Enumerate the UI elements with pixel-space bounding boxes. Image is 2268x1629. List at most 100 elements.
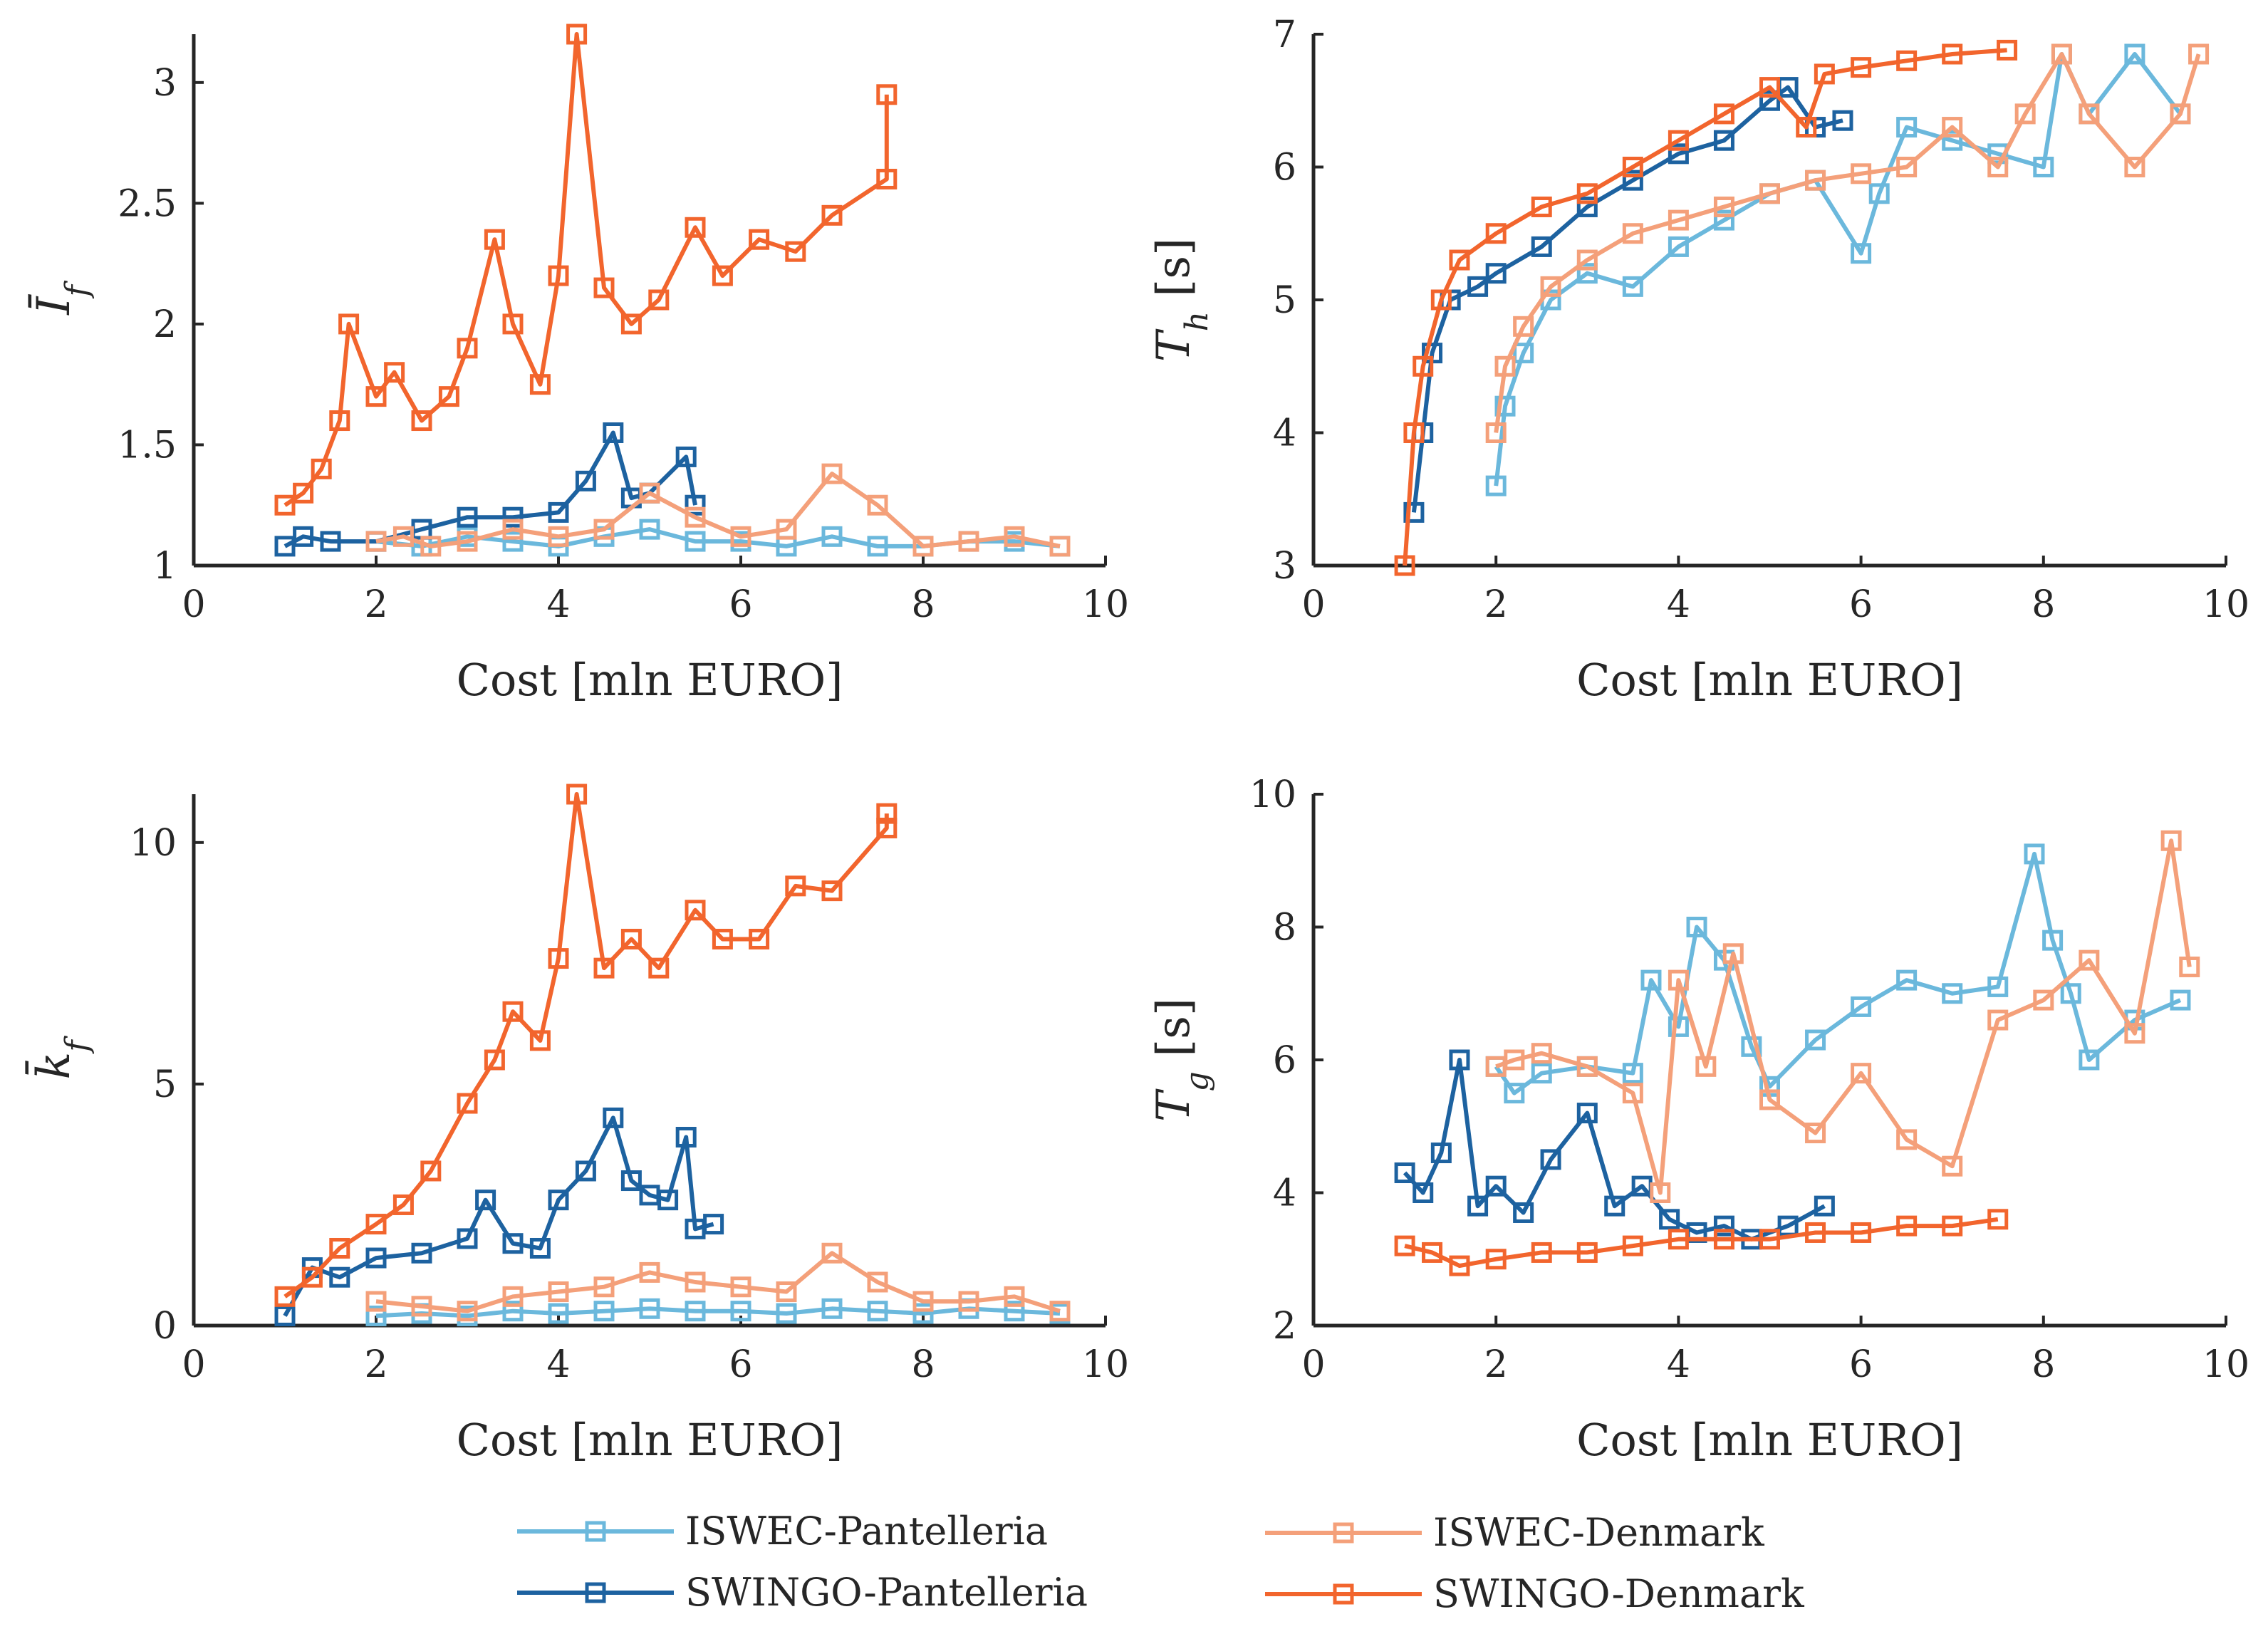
x-tick-label: 0 [1301, 583, 1325, 626]
data-point-marker [603, 422, 624, 443]
data-point-marker [912, 536, 934, 557]
x-tick-label: 8 [2032, 583, 2055, 626]
y-tick-label: 10 [1249, 774, 1296, 816]
series-line [1494, 52, 2183, 486]
data-point-marker [420, 536, 442, 557]
data-point-marker [1513, 1202, 1534, 1223]
data-point-marker [876, 817, 898, 838]
legend-marker [1333, 1583, 1354, 1605]
data-point-marker [2079, 103, 2100, 125]
data-point-marker [1413, 1182, 1434, 1203]
data-point-marker [365, 1214, 387, 1235]
series-iswec-pantelleria [365, 1298, 1071, 1326]
data-point-marker [1713, 130, 1734, 151]
data-point-marker [1759, 1229, 1780, 1250]
data-point-marker [1942, 43, 1963, 65]
data-point-marker [548, 1303, 569, 1324]
data-point-marker [1467, 1195, 1489, 1217]
data-point-marker [502, 1286, 524, 1307]
data-point-marker [876, 803, 898, 824]
data-point-marker [457, 506, 478, 528]
data-point-marker [1805, 1029, 1826, 1051]
data-point-marker [1494, 395, 1516, 417]
series-swingo-denmark [1394, 1209, 2009, 1276]
data-point-marker [1814, 63, 1835, 85]
data-point-marker [1896, 1129, 1918, 1150]
x-tick-label: 4 [1667, 583, 1690, 626]
chart-panel-1: 0 2 4 6 8 10 1 1.5 2 2.5 3 Cost [mln EURO] Īf [28, 24, 1129, 706]
legend: ISWEC-Pantelleria SWINGO-Pantelleria ISWEC… [517, 1509, 1805, 1616]
series-iswec-denmark [1485, 43, 2210, 443]
series-line [375, 1306, 1061, 1318]
data-point-marker [1485, 263, 1507, 284]
data-point-marker [1403, 501, 1425, 523]
data-point-marker [749, 229, 770, 250]
data-point-marker [1504, 1049, 1525, 1071]
data-point-marker [1531, 1063, 1552, 1084]
data-point-marker [1449, 249, 1470, 271]
data-point-marker [1485, 475, 1507, 496]
data-point-marker [411, 1296, 432, 1317]
x-axis-label: Cost [mln EURO] [457, 654, 843, 706]
data-point-marker [1576, 1242, 1598, 1263]
y-axis-label: Tg [s] [1148, 998, 1215, 1122]
data-point-marker [1713, 196, 1734, 217]
data-point-marker [1896, 1215, 1918, 1237]
legend-marker [1333, 1522, 1354, 1544]
data-point-marker [1394, 1162, 1415, 1184]
data-point-marker [1604, 1195, 1625, 1217]
x-tick-label: 10 [2202, 583, 2249, 626]
data-point-marker [821, 1242, 843, 1264]
data-point-marker [776, 1303, 797, 1324]
data-point-marker [2170, 103, 2191, 125]
data-point-marker [293, 526, 314, 547]
series-swingo-denmark [274, 24, 898, 516]
data-point-marker [1531, 1242, 1552, 1263]
data-point-marker [2124, 157, 2145, 177]
data-point-marker [1668, 236, 1689, 257]
data-point-marker [2160, 830, 2182, 851]
data-point-marker [274, 1286, 296, 1307]
data-point-marker [1531, 1043, 1552, 1064]
data-point-marker [1576, 183, 1598, 204]
data-point-marker [502, 313, 524, 335]
data-point-marker [1896, 157, 1918, 177]
data-point-marker [2079, 949, 2100, 971]
legend-label: ISWEC-Denmark [1433, 1510, 1765, 1555]
series-swingo-pantelleria [274, 1107, 724, 1326]
data-point-marker [1640, 969, 1662, 991]
series-line [1411, 85, 1843, 513]
data-point-marker [475, 1190, 496, 1211]
y-tick-label: 4 [1273, 412, 1296, 455]
data-point-marker [1650, 1182, 1671, 1203]
data-point-marker [603, 1107, 624, 1128]
legend-entry: SWINGO-Pantelleria [517, 1570, 1088, 1615]
data-point-marker [392, 526, 414, 547]
data-point-marker [384, 362, 405, 383]
y-axis-label: k̄f [25, 1036, 95, 1080]
y-tick-label: 0 [153, 1305, 177, 1348]
data-point-marker [566, 784, 588, 805]
x-tick-label: 10 [1082, 1343, 1129, 1386]
y-tick-label: 5 [153, 1063, 177, 1106]
series-swingo-denmark [274, 784, 898, 1307]
data-point-marker [1049, 536, 1071, 557]
data-point-marker [648, 289, 670, 311]
data-point-marker [1622, 157, 1643, 177]
data-point-marker [329, 1237, 350, 1259]
x-tick-label: 4 [546, 1343, 570, 1386]
data-point-marker [1997, 39, 2018, 61]
data-point-marker [502, 506, 524, 528]
data-point-marker [958, 1291, 979, 1312]
data-point-marker [730, 1301, 751, 1322]
data-point-marker [1668, 1016, 1689, 1037]
data-point-marker [411, 1242, 432, 1264]
data-point-marker [301, 1266, 323, 1288]
data-point-marker [365, 1305, 387, 1326]
data-point-marker [2014, 103, 2036, 125]
data-point-marker [457, 1093, 478, 1114]
data-point-marker [2024, 843, 2045, 865]
data-point-marker [1004, 1301, 1025, 1322]
data-point-marker [1987, 1009, 2009, 1031]
data-point-marker [1896, 969, 1918, 991]
